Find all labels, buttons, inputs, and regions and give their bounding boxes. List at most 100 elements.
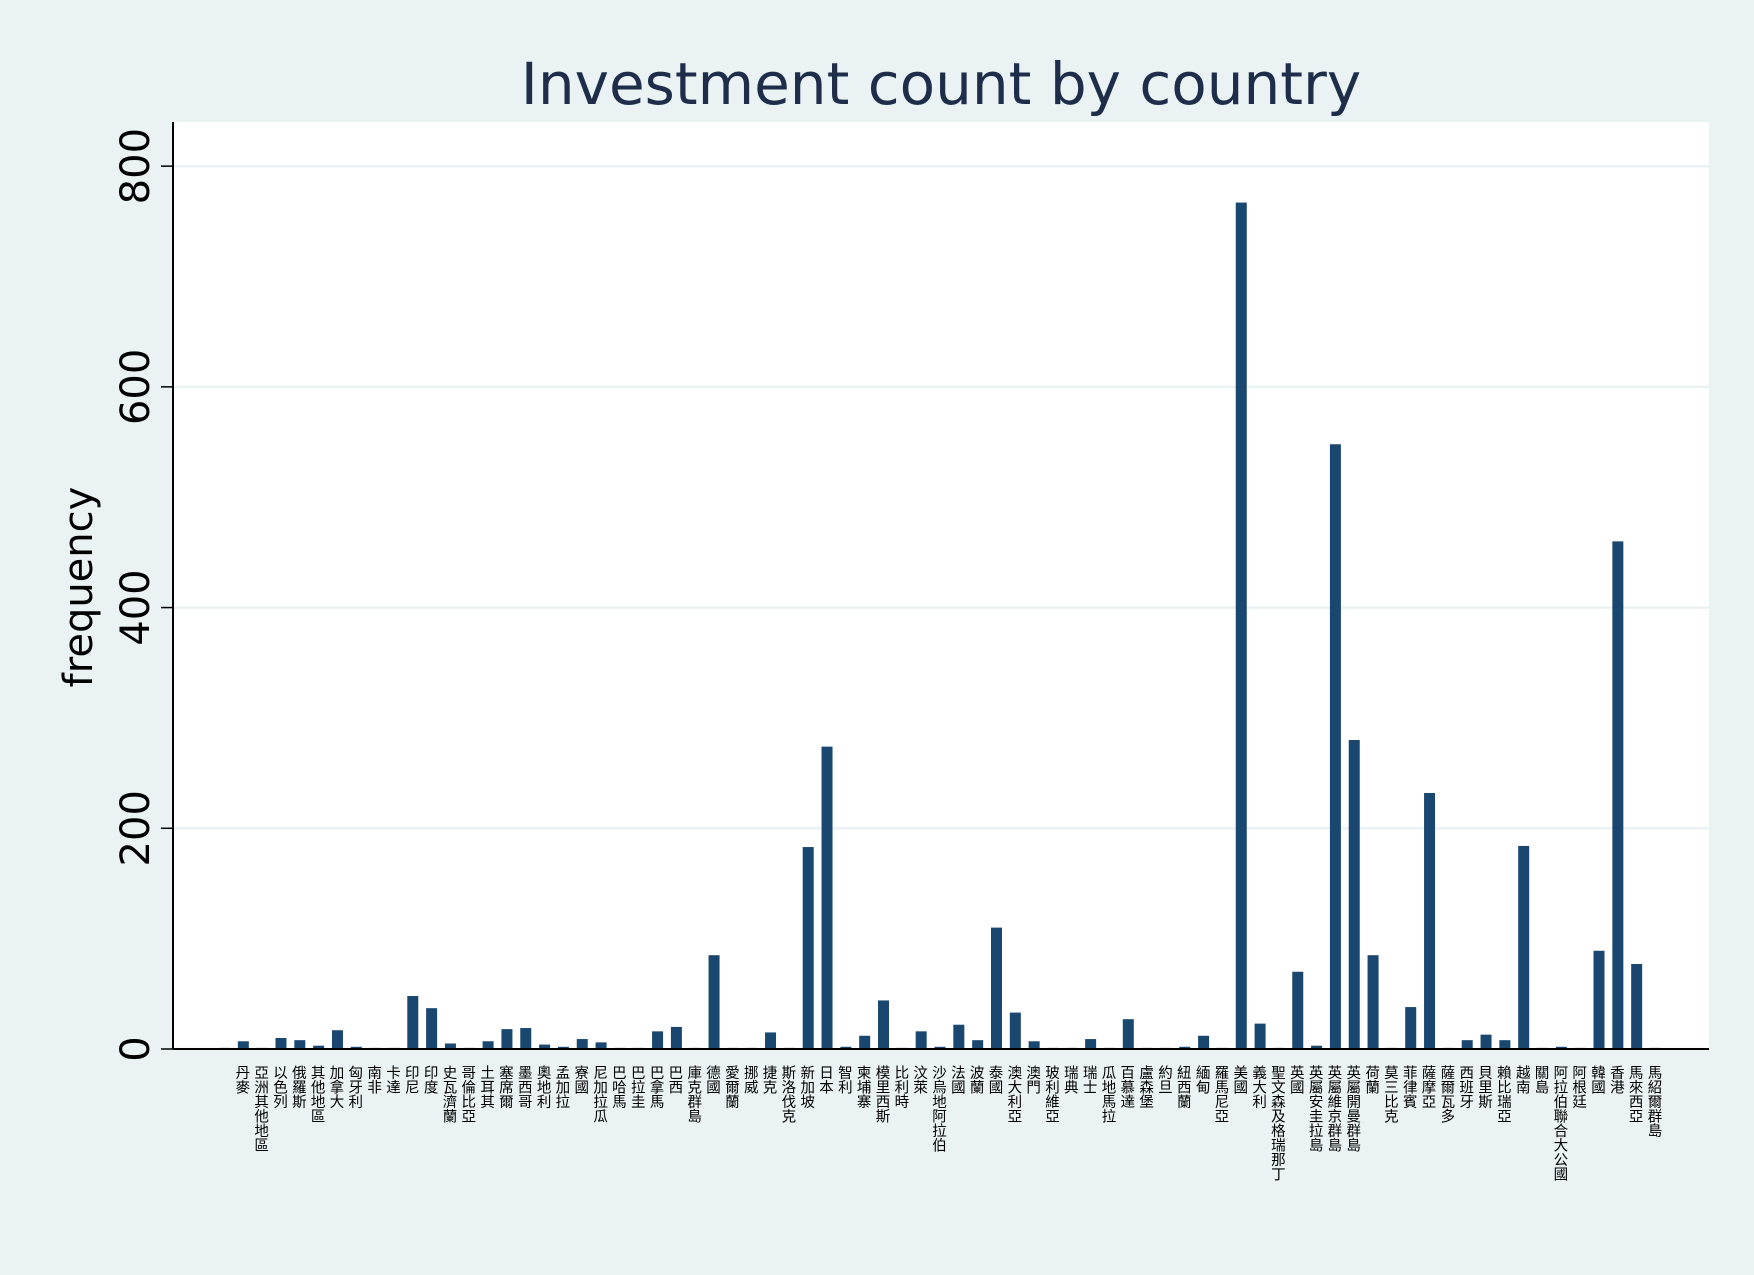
y-tick-label: 800 <box>113 128 159 204</box>
bar <box>859 1035 871 1049</box>
bar <box>878 1000 890 1049</box>
x-tick-label: 哥倫比亞 <box>459 1065 475 1123</box>
x-tick-label: 巴哈馬 <box>610 1065 626 1109</box>
bar <box>426 1008 438 1049</box>
bar <box>1329 444 1341 1049</box>
bar <box>1028 1041 1040 1049</box>
x-tick-label: 其他地區 <box>309 1065 325 1123</box>
x-tick-label: 愛爾蘭 <box>723 1065 739 1109</box>
x-tick-label: 約旦 <box>1156 1065 1172 1095</box>
x-tick-label: 加拿大 <box>327 1065 343 1109</box>
x-tick-label: 巴西 <box>666 1065 682 1094</box>
x-tick-label: 荷蘭 <box>1363 1065 1379 1095</box>
bar <box>237 1041 249 1049</box>
x-tick-label: 丹麥 <box>233 1065 249 1094</box>
bar <box>953 1024 965 1049</box>
bar <box>1085 1039 1097 1049</box>
x-tick-label: 土耳其 <box>478 1065 494 1109</box>
x-tick-label: 德國 <box>704 1065 720 1095</box>
bar <box>1292 971 1304 1049</box>
bar <box>934 1046 946 1049</box>
bar <box>990 927 1002 1049</box>
bar <box>1612 541 1624 1049</box>
x-tick-label: 巴拉圭 <box>629 1065 645 1109</box>
y-tick-label: 400 <box>113 569 159 645</box>
y-tick-label: 0 <box>113 1036 159 1061</box>
x-tick-label: 澳大利亞 <box>1005 1065 1021 1123</box>
bar <box>539 1044 551 1049</box>
bar <box>1122 1019 1134 1049</box>
x-tick-label: 寮國 <box>572 1064 588 1095</box>
x-tick-label: 澳門 <box>1024 1065 1040 1096</box>
x-tick-label: 英國 <box>1288 1064 1304 1095</box>
x-tick-label: 斯洛伐克 <box>779 1065 795 1125</box>
bar <box>840 1046 852 1049</box>
x-tick-label: 莫三比克 <box>1382 1065 1398 1125</box>
bar <box>407 996 419 1049</box>
x-tick-label: 尼加拉瓜 <box>591 1065 607 1123</box>
x-tick-label: 南非 <box>365 1065 381 1095</box>
bar <box>331 1030 343 1049</box>
bar <box>1348 740 1360 1049</box>
x-tick-label: 英屬開曼群島 <box>1344 1064 1360 1153</box>
x-tick-label: 羅馬尼亞 <box>1212 1065 1228 1123</box>
x-tick-label: 美國 <box>1231 1065 1247 1095</box>
x-tick-label: 玻利維亞 <box>1043 1065 1059 1123</box>
x-tick-label: 紐西蘭 <box>1175 1065 1191 1109</box>
x-tick-label: 英屬維京群島 <box>1325 1064 1341 1153</box>
y-tick-label: 600 <box>113 349 159 425</box>
x-tick-label: 香港 <box>1608 1065 1624 1095</box>
y-axis-title: frequency <box>56 487 102 688</box>
x-tick-label: 捷克 <box>761 1065 777 1096</box>
x-tick-label: 柬埔寨 <box>855 1065 871 1109</box>
bar <box>520 1028 532 1049</box>
x-tick-label: 印尼 <box>403 1065 419 1095</box>
x-tick-label: 盧森堡 <box>1137 1065 1153 1109</box>
bar <box>313 1045 325 1049</box>
x-tick-label: 沙烏地阿拉伯 <box>930 1065 946 1152</box>
x-tick-label: 義大利 <box>1250 1065 1266 1109</box>
x-tick-label: 英屬安圭拉島 <box>1307 1064 1323 1153</box>
x-tick-label: 匈牙利 <box>346 1065 362 1109</box>
x-tick-label: 俄羅斯 <box>290 1065 306 1110</box>
x-tick-label: 塞席爾 <box>497 1064 513 1109</box>
x-tick-label: 比利時 <box>892 1065 908 1109</box>
x-tick-label: 薩爾瓦多 <box>1438 1065 1454 1124</box>
x-tick-label: 模里西斯 <box>874 1065 890 1125</box>
bar <box>350 1046 362 1049</box>
x-tick-label: 馬紹爾群島 <box>1646 1065 1662 1138</box>
bar <box>1631 964 1643 1049</box>
bar <box>595 1042 607 1049</box>
x-tick-label: 聖文森及格瑞那丁 <box>1269 1065 1285 1181</box>
bar <box>1480 1034 1492 1049</box>
x-tick-label: 韓國 <box>1589 1065 1605 1095</box>
x-tick-label: 阿根廷 <box>1570 1065 1586 1109</box>
bar <box>708 955 720 1049</box>
x-tick-label: 波蘭 <box>968 1065 984 1095</box>
bar <box>652 1031 664 1049</box>
x-tick-label: 亞洲其他地區 <box>252 1065 268 1152</box>
x-tick-label: 貝里斯 <box>1476 1065 1492 1110</box>
x-tick-label: 馬來西亞 <box>1627 1065 1643 1123</box>
x-tick-label: 百慕達 <box>1118 1065 1134 1109</box>
bar <box>1254 1023 1266 1049</box>
bar <box>1518 845 1530 1049</box>
bar <box>1009 1012 1021 1049</box>
bar <box>1499 1040 1511 1049</box>
bar <box>1179 1046 1191 1049</box>
bar <box>557 1046 569 1049</box>
x-tick-label: 越南 <box>1514 1065 1530 1095</box>
bar <box>576 1039 588 1049</box>
bar <box>802 847 814 1049</box>
x-tick-label: 印度 <box>422 1065 438 1095</box>
x-tick-label: 庫克群島 <box>685 1065 701 1124</box>
bar <box>1311 1045 1323 1049</box>
plot-area <box>173 122 1709 1049</box>
x-tick-label: 緬甸 <box>1194 1065 1210 1096</box>
bar <box>670 1026 682 1049</box>
x-tick-label: 新加坡 <box>798 1065 814 1109</box>
x-tick-label: 泰國 <box>986 1065 1002 1095</box>
bar <box>765 1032 777 1049</box>
x-tick-label: 西班牙 <box>1457 1065 1473 1110</box>
